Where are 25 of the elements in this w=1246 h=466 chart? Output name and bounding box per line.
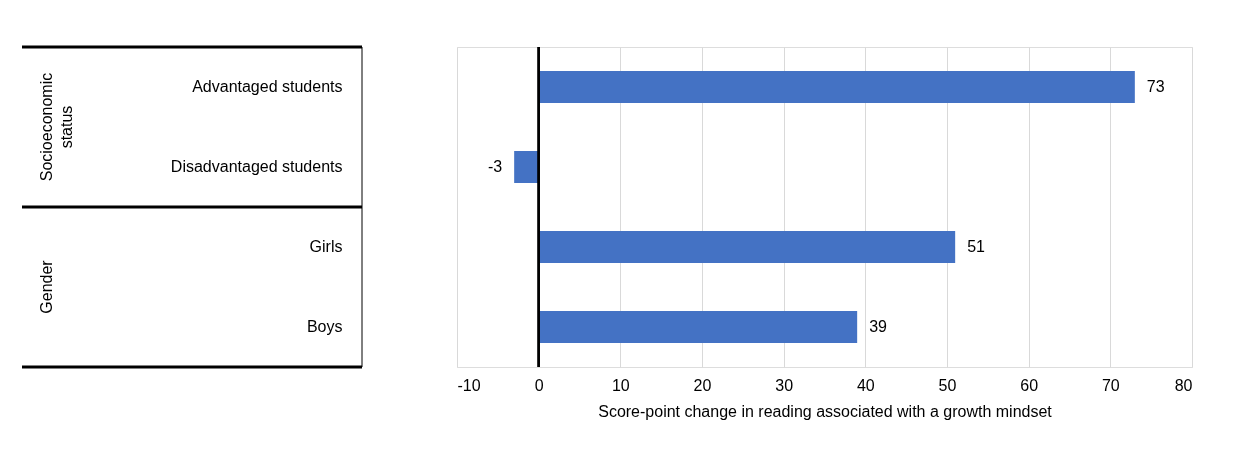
x-tick-label: 30 <box>775 376 794 394</box>
bar <box>538 71 1135 103</box>
x-tick-label: 50 <box>938 376 957 394</box>
data-label: 39 <box>869 318 888 335</box>
x-tick-label: 10 <box>611 376 630 394</box>
x-tick-label: 40 <box>856 376 875 394</box>
x-tick-label: -10 <box>457 376 481 394</box>
y-tick-label: Disadvantaged students <box>170 158 343 175</box>
bar <box>538 311 858 343</box>
x-tick-label: 0 <box>534 376 544 394</box>
y-tick-label: Boys <box>306 318 343 335</box>
bar <box>514 151 539 183</box>
y-tick-label: Girls <box>309 238 343 255</box>
x-tick-label: 60 <box>1020 376 1039 394</box>
x-tick-label: 20 <box>693 376 712 394</box>
x-tick-label: 70 <box>1101 376 1120 394</box>
data-label: 73 <box>1146 78 1165 95</box>
x-tick-label: 80 <box>1174 376 1193 394</box>
x-axis-title: Score-point change in reading associated with a growth mindset <box>598 402 1053 420</box>
bar <box>538 231 956 263</box>
y-tick-label: Advantaged students <box>192 78 343 95</box>
data-label: -3 <box>487 158 503 175</box>
data-label: 51 <box>967 238 986 255</box>
text: Gender <box>38 259 55 314</box>
text: Socioeconomic status <box>38 72 75 182</box>
